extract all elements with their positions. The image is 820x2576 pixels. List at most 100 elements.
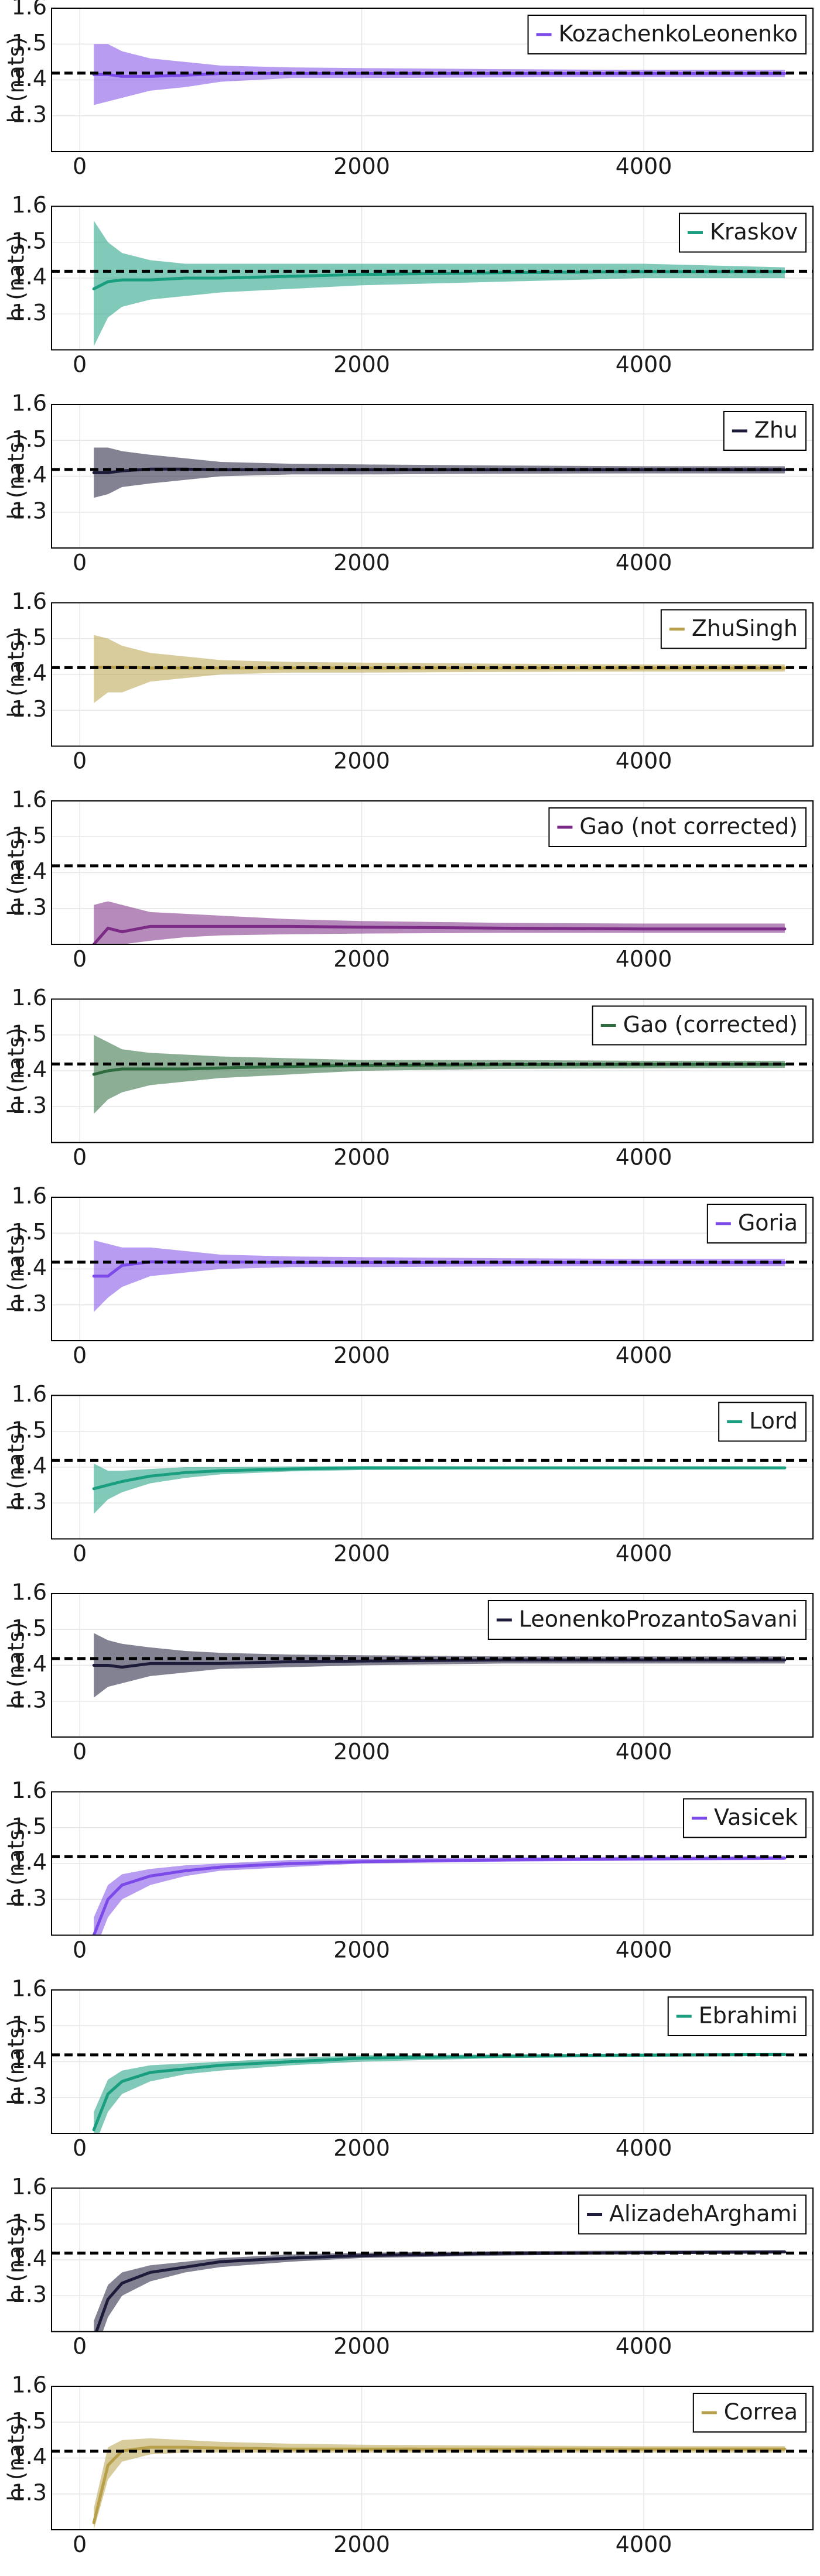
y-tick-label: 1.6	[12, 1381, 47, 1407]
legend: Gao (corrected)	[592, 1005, 807, 1046]
plot-frame	[51, 8, 814, 152]
plot-area	[52, 1855, 813, 1936]
panel-9: 1.3 1.4 1.5 1.6 0 2000 4000 h (nats) LeonenkoPro…	[4, 1580, 814, 1765]
y-axis-label: h (nats)	[4, 2019, 29, 2105]
x-tick-label: 0	[73, 2334, 87, 2359]
x-tick-label: 2000	[333, 550, 390, 576]
legend-label: Kraskov	[710, 219, 798, 245]
x-tick-label: 0	[73, 1145, 87, 1170]
x-tick-label: 4000	[616, 1739, 672, 1765]
x-tick-label: 4000	[616, 1342, 672, 1368]
plot-frame	[51, 2386, 814, 2530]
legend: Goria	[706, 1204, 807, 1244]
series-line	[92, 1658, 787, 1669]
series-line	[92, 2053, 787, 2132]
panel-3: 1.3 1.4 1.5 1.6 0 2000 4000 h (nats) Zhu	[4, 390, 814, 576]
y-tick-label: 1.5	[12, 823, 47, 848]
y-tick-label: 1.6	[12, 0, 47, 20]
x-tick-label: 0	[73, 946, 87, 972]
y-tick-label: 1.3	[12, 2479, 47, 2505]
x-tick-label: 4000	[616, 2334, 672, 2359]
plot-frame	[51, 1197, 814, 1341]
legend-label: Zhu	[754, 417, 798, 443]
y-tick-label: 1.5	[12, 624, 47, 650]
confidence-band	[94, 1633, 785, 1698]
y-tick-label: 1.5	[12, 30, 47, 56]
y-tick-label: 1.3	[12, 498, 47, 523]
legend-box	[592, 1005, 807, 1046]
plot-frame	[51, 602, 814, 747]
series-line	[94, 2250, 787, 2332]
y-tick-label: 1.5	[12, 2408, 47, 2434]
x-tick-label: 2000	[333, 2135, 390, 2161]
legend: Correa	[692, 2393, 807, 2433]
y-tick-label: 1.3	[12, 300, 47, 326]
y-tick-label: 1.3	[12, 1092, 47, 1118]
y-tick-label: 1.6	[12, 1976, 47, 2002]
y-tick-label: 1.3	[12, 894, 47, 920]
y-tick-label: 1.3	[12, 1489, 47, 1515]
x-tick-label: 2000	[333, 1937, 390, 1963]
y-tick-label: 1.4	[12, 2246, 47, 2272]
y-tick-label: 1.3	[12, 1687, 47, 1712]
legend-label: Gao (corrected)	[623, 1012, 798, 1037]
series-line	[92, 1466, 787, 1491]
y-axis-label: h (nats)	[4, 37, 29, 124]
y-tick-label: 1.5	[12, 1417, 47, 1443]
y-tick-label: 1.4	[12, 66, 47, 91]
legend-box	[660, 609, 807, 649]
series-line	[92, 2445, 787, 2524]
legend-label: Gao (not corrected)	[579, 814, 798, 840]
legend-label: AlizadehArghami	[609, 2201, 798, 2226]
x-tick-label: 0	[73, 1937, 87, 1963]
x-tick-label: 0	[73, 748, 87, 774]
y-tick-label: 1.4	[12, 264, 47, 290]
y-tick-label: 1.6	[12, 390, 47, 416]
y-tick-label: 1.4	[12, 1057, 47, 1083]
plot-area	[52, 2250, 813, 2332]
x-tick-label: 0	[73, 2135, 87, 2161]
confidence-band	[94, 1240, 785, 1312]
x-tick-label: 0	[73, 550, 87, 576]
y-tick-label: 1.3	[12, 696, 47, 722]
y-tick-label: 1.4	[12, 1255, 47, 1280]
y-tick-label: 1.6	[12, 2372, 47, 2398]
legend-label: KozachenkoLeonenko	[559, 21, 798, 47]
x-tick-label: 4000	[616, 946, 672, 972]
panel-4: 1.3 1.4 1.5 1.6 0 2000 4000 h (nats) ZhuSingh	[4, 588, 814, 774]
plot-area	[52, 1633, 813, 1698]
legend-label: Goria	[738, 1210, 798, 1236]
legend-box	[527, 15, 807, 54]
legend-label: Lord	[749, 1408, 798, 1434]
legend: Gao (not corrected)	[548, 807, 807, 847]
plot-frame	[51, 1791, 814, 1936]
y-tick-label: 1.3	[12, 2282, 47, 2307]
legend: Ebrahimi	[667, 1996, 807, 2036]
x-tick-label: 4000	[616, 352, 672, 378]
x-tick-label: 0	[73, 1739, 87, 1765]
y-axis-label: h (nats)	[4, 1820, 29, 1907]
x-tick-label: 4000	[616, 2135, 672, 2161]
legend: Zhu	[723, 411, 807, 451]
legend-box	[578, 2194, 807, 2235]
y-tick-label: 1.3	[12, 2083, 47, 2109]
legend: Kraskov	[678, 213, 807, 253]
x-tick-label: 0	[73, 153, 87, 179]
legend: Vasicek	[683, 1798, 807, 1838]
y-tick-label: 1.4	[12, 462, 47, 488]
x-tick-label: 2000	[333, 153, 390, 179]
series-line	[92, 924, 787, 944]
series-line	[92, 1063, 787, 1076]
x-tick-label: 2000	[333, 1739, 390, 1765]
panel-11: 1.3 1.4 1.5 1.6 0 2000 4000 h (nats) Ebrahimi	[4, 1976, 814, 2161]
y-tick-label: 1.5	[12, 1020, 47, 1046]
x-tick-label: 2000	[333, 1145, 390, 1170]
panel-6: 1.3 1.4 1.5 1.6 0 2000 4000 h (nats) Gao (correc…	[4, 985, 814, 1170]
legend-box	[548, 807, 807, 847]
x-tick-label: 4000	[616, 550, 672, 576]
panel-2: 1.3 1.4 1.5 1.6 0 2000 4000 h (nats) Kraskov	[4, 192, 814, 378]
x-tick-label: 2000	[333, 946, 390, 972]
y-axis-label: h (nats)	[4, 1226, 29, 1313]
x-tick-label: 0	[73, 1342, 87, 1368]
y-tick-label: 1.6	[12, 2174, 47, 2200]
